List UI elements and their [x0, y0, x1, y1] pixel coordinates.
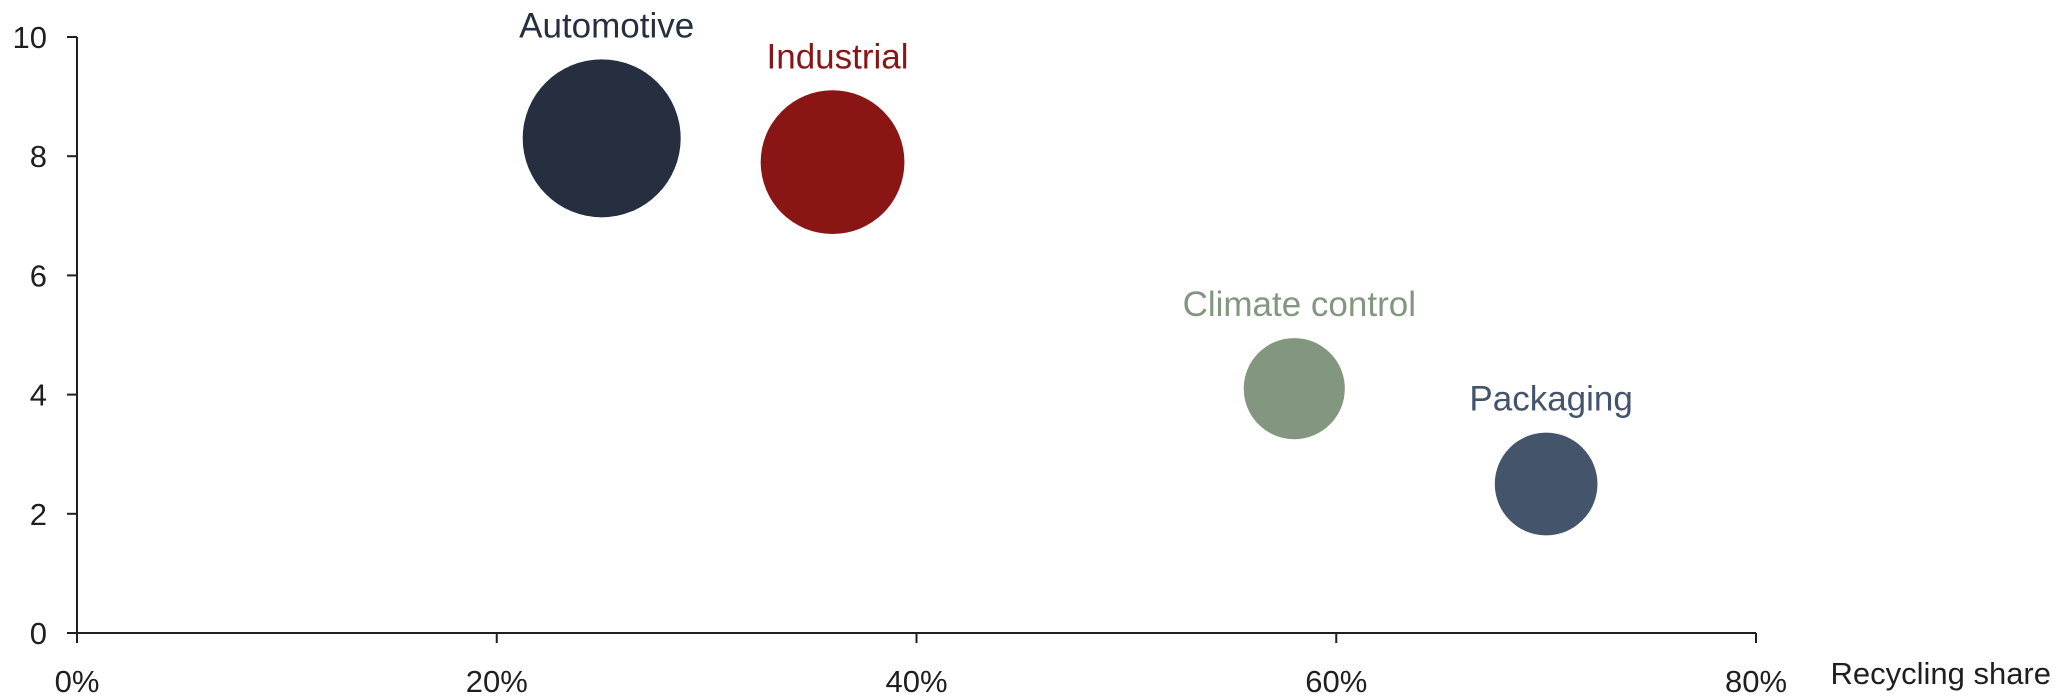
y-axis-ticks: 0 2 4 6 8 10	[13, 20, 77, 651]
y-tick-label: 10	[13, 20, 47, 55]
bubble-labels: Automotive Industrial Climate control Packa…	[519, 6, 1633, 418]
bubble	[1243, 338, 1345, 440]
bubble-label: Automotive	[519, 6, 694, 45]
bubble	[1494, 432, 1598, 536]
bubble	[760, 90, 905, 235]
x-tick-label: 0%	[55, 664, 100, 696]
x-tick-label: 40%	[885, 664, 947, 696]
x-tick-label: 60%	[1305, 664, 1367, 696]
x-axis-ticks: 0% 20% 40% 60% 80%	[55, 633, 1787, 696]
y-tick-label: 2	[30, 497, 47, 532]
y-tick-label: 8	[30, 139, 47, 174]
x-tick-label: 20%	[466, 664, 528, 696]
bubble-label: Packaging	[1469, 380, 1632, 419]
y-tick-label: 0	[30, 616, 47, 651]
x-axis-title: Recycling share	[1830, 656, 2051, 691]
y-tick-label: 6	[30, 258, 47, 293]
x-tick-label: 80%	[1725, 664, 1787, 696]
bubble-label: Industrial	[767, 37, 909, 76]
bubble	[522, 59, 681, 218]
bubble-series	[522, 59, 1598, 536]
bubble-label: Climate control	[1183, 285, 1416, 324]
chart-axes	[76, 37, 1756, 634]
y-tick-label: 4	[30, 378, 47, 413]
